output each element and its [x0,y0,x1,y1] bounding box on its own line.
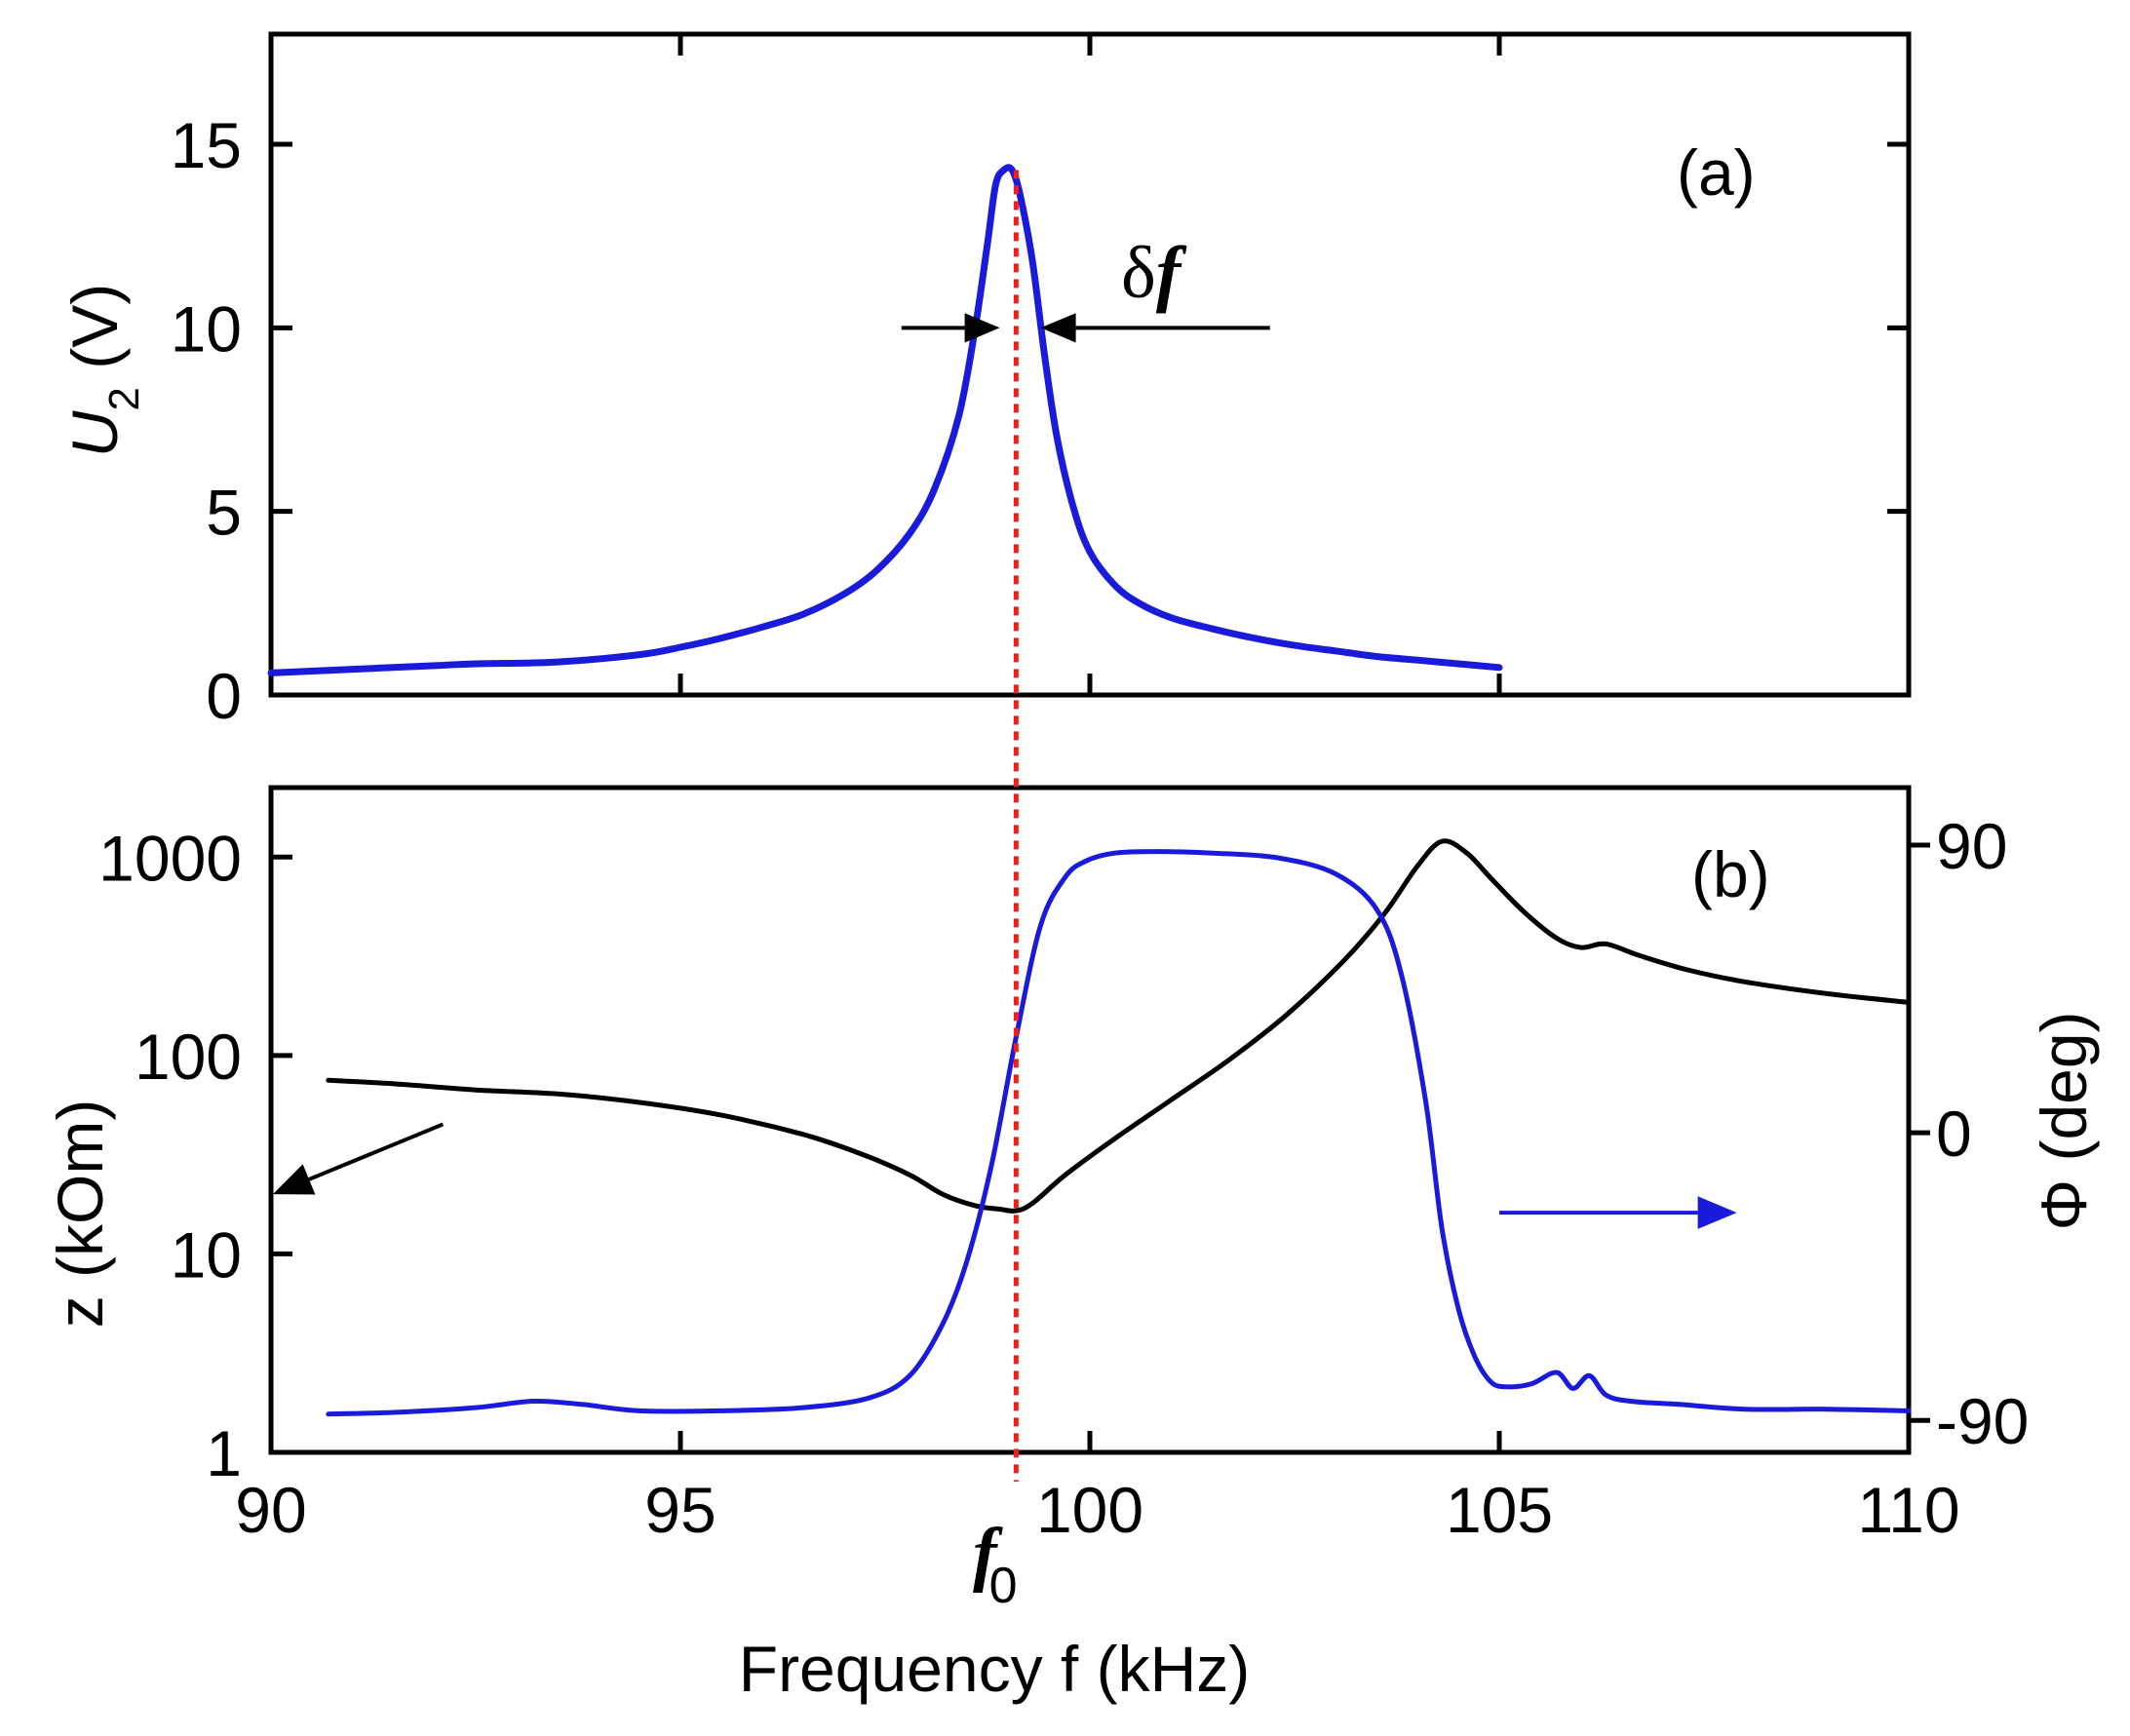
y-tick-label-a: 5 [206,477,242,549]
delta-f-italic: f [1156,232,1187,314]
z-axis-arrowhead [273,1164,316,1195]
u-unit: (V) [58,284,131,387]
panel-a-y-axis-title: U2 (V) [58,284,148,457]
y-tick-label-b-right: -90 [1936,1385,2029,1457]
panel-b-right-y-tick-labels: -90 0 90 [1936,810,2029,1457]
y-tick-label-b-left: 1 [206,1417,242,1489]
y-tick-label-a: 10 [171,292,242,365]
x-tick-label: 105 [1446,1474,1553,1546]
panel-b-left-y-axis-title: z (kOm) [44,1099,116,1329]
panel-a-y-tick-labels: 0 5 10 15 [171,109,242,732]
delta-f-right-arrowhead [1040,313,1076,343]
z-curve [326,838,1912,1214]
y-tick-label-a: 0 [206,660,242,732]
y-tick-label-b-left: 1000 [98,822,242,894]
panel-b-ticks [268,842,1930,1455]
delta-f-label: δf [1121,232,1187,314]
panel-a-label: (a) [1677,136,1756,209]
x-tick-label: 100 [1036,1474,1143,1546]
y-tick-label-b-left: 100 [135,1021,242,1093]
delta-f-annotation: δf [901,232,1270,343]
f0-subscript: 0 [989,1558,1018,1614]
u2-curve [267,164,1503,676]
y-tick-label-b-right: 90 [1936,810,2007,882]
phi-axis-arrowhead [1697,1196,1737,1229]
panel-b-x-tick-labels: 90 95 100 105 110 [235,1474,1959,1546]
x-tick-label: 95 [644,1474,716,1546]
x-axis-title: Frequency f (kHz) [739,1633,1250,1705]
f0-label: f0 [973,1514,1018,1614]
x-tick-label: 110 [1857,1474,1959,1546]
y-tick-label-b-right: 0 [1936,1098,1972,1170]
panel-a: 0 5 10 15 (a) δf U2 (V) [58,31,1912,732]
panel-b-left-y-tick-labels: 1 10 100 1000 [98,822,242,1489]
panel-b-right-y-axis-title: Φ (deg) [2028,1011,2100,1230]
y-tick-label-b-left: 10 [171,1218,242,1291]
delta-symbol: δ [1121,232,1156,314]
u-symbol: U [58,410,131,457]
x-axis-title-text: Frequency f (kHz) [739,1633,1250,1705]
panel-b-label: (b) [1691,838,1770,910]
panel-a-frame [268,31,1912,698]
y-tick-label-a: 15 [171,109,242,181]
x-tick-label: 90 [235,1474,306,1546]
delta-f-left-arrowhead [964,313,1000,343]
z-axis-arrow [308,1122,445,1181]
phi-curve [326,849,1912,1417]
panel-b-frame [268,785,1912,1455]
u-subscript: 2 [100,387,148,410]
panel-a-ticks [268,34,1912,698]
